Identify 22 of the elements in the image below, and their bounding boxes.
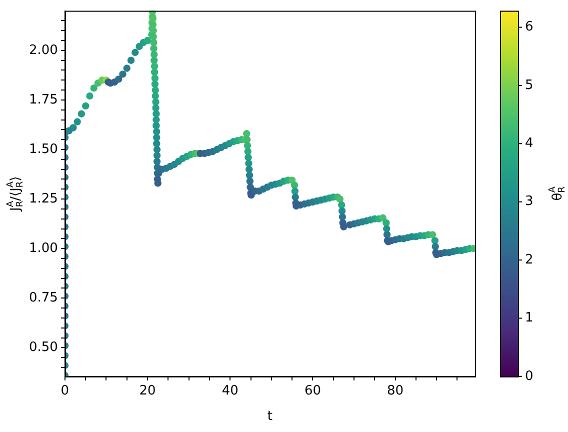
x-tick-label: 40 [222, 384, 238, 399]
y-tick-label: 1.00 [28, 240, 58, 256]
x-tick-label: 0 [60, 384, 70, 399]
x-tick-label: 20 [139, 384, 156, 399]
y-tick-label: 0.50 [28, 340, 58, 356]
color-bar-label: 4 [525, 136, 534, 152]
x-tick-label: 80 [387, 384, 404, 399]
y-tick-label: 1.25 [28, 191, 58, 206]
color-bar-label: 3 [525, 194, 534, 210]
color-bar-label: 2 [525, 252, 534, 268]
y-axis-title: JRA/⟨JRA⟩ [6, 176, 26, 212]
color-bar-label: 0 [525, 368, 534, 384]
color-bar-label: 5 [525, 78, 534, 93]
color-bar-label: 1 [525, 310, 534, 326]
y-tick-label: 2.00 [28, 42, 58, 58]
color-bar-title: θRA [548, 186, 568, 201]
color-bar-label: 6 [525, 20, 534, 35]
y-tick-label: 1.75 [28, 92, 58, 108]
y-tick-label: 0.75 [28, 290, 58, 306]
x-axis-title: t [267, 408, 273, 424]
x-tick-label: 60 [304, 384, 321, 399]
y-tick-label: 1.50 [28, 142, 58, 157]
